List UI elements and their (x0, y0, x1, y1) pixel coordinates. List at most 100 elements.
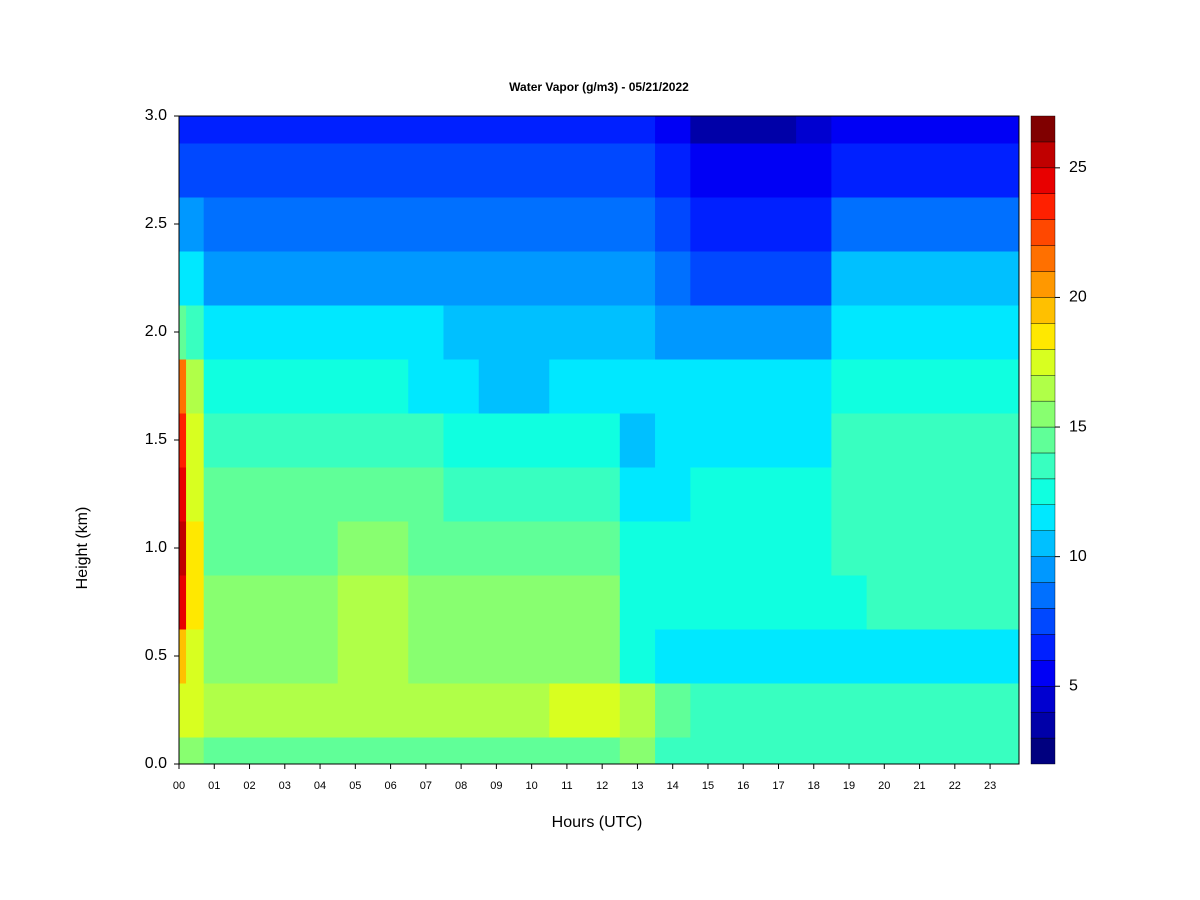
heat-cell (796, 737, 832, 765)
heat-cell (179, 143, 187, 198)
heat-cell (186, 197, 205, 252)
heat-cell (267, 575, 303, 630)
x-tick-label: 03 (279, 780, 291, 792)
heat-cell (584, 683, 621, 738)
heat-cell (267, 683, 303, 738)
heat-cell (186, 683, 205, 738)
heat-cell (584, 413, 621, 468)
x-axis-label: Hours (UTC) (552, 814, 643, 831)
heat-cell (901, 683, 938, 738)
y-tick-label: 0.0 (145, 755, 167, 772)
heat-cell (584, 359, 621, 414)
heat-cell (186, 305, 205, 360)
heat-cell (584, 467, 621, 522)
heat-cell (690, 467, 727, 522)
heat-cell (372, 251, 409, 306)
heat-cell (337, 251, 374, 306)
heat-cell (231, 116, 268, 144)
heat-cell (179, 521, 187, 576)
heat-cell (619, 467, 656, 522)
heat-cell (337, 521, 374, 576)
heat-cell (760, 251, 797, 306)
heat-cell (337, 683, 374, 738)
colorbar-band (1030, 582, 1056, 609)
heat-cell (408, 116, 444, 144)
heat-cell (337, 143, 374, 198)
heat-cell (584, 521, 621, 576)
heat-cell (443, 143, 480, 198)
heat-cell (514, 143, 550, 198)
heat-cell (796, 413, 832, 468)
heat-cell (267, 359, 303, 414)
heat-cell (866, 521, 903, 576)
heat-cell (796, 683, 832, 738)
heat-cell (337, 359, 374, 414)
colorbar-band (1030, 400, 1056, 428)
colorbar-band (1030, 686, 1056, 713)
heat-cell (901, 575, 938, 630)
heat-cell (725, 575, 762, 630)
heat-cell (901, 197, 938, 252)
heat-cell (584, 116, 621, 144)
heat-cell (203, 467, 233, 522)
x-tick-label: 12 (596, 780, 608, 792)
heat-cell (760, 737, 797, 765)
heat-cell (796, 197, 832, 252)
heat-cell (972, 143, 1020, 198)
heat-cell (901, 467, 938, 522)
heat-cell (186, 116, 205, 144)
heat-cell (972, 467, 1020, 522)
heat-cell (760, 359, 797, 414)
colorbar-band (1030, 634, 1056, 661)
heat-cell (478, 197, 515, 252)
heat-cell (478, 683, 515, 738)
heat-cell (690, 683, 727, 738)
heat-cell (186, 413, 205, 468)
heat-cell (972, 413, 1020, 468)
x-tick-label: 06 (384, 780, 396, 792)
heat-cell (796, 116, 832, 144)
heat-cell (690, 413, 727, 468)
heat-cell (937, 197, 973, 252)
heat-cell (655, 413, 691, 468)
heat-cell (203, 629, 233, 684)
heat-cell (549, 197, 586, 252)
heat-cell (337, 305, 374, 360)
heat-cell (443, 116, 480, 144)
heat-cell (619, 413, 656, 468)
heat-cell (619, 359, 656, 414)
heat-cell (584, 737, 621, 765)
heat-cell (408, 251, 444, 306)
heat-cell (337, 629, 374, 684)
heat-cell (655, 305, 691, 360)
heat-cell (186, 359, 205, 414)
heat-cell (584, 197, 621, 252)
x-tick-label: 17 (772, 780, 784, 792)
heat-cell (203, 413, 233, 468)
heat-cell (337, 575, 374, 630)
heatmap (179, 116, 1020, 765)
heat-cell (179, 467, 187, 522)
heat-cell (901, 521, 938, 576)
heat-cell (725, 467, 762, 522)
heat-cell (690, 737, 727, 765)
heat-cell (760, 305, 797, 360)
heat-cell (937, 575, 973, 630)
y-tick-label: 1.5 (145, 431, 167, 448)
x-tick-label: 13 (631, 780, 643, 792)
heat-cell (937, 467, 973, 522)
heat-cell (478, 359, 515, 414)
heat-cell (655, 521, 691, 576)
heat-cell (690, 197, 727, 252)
heat-cell (831, 683, 868, 738)
heat-cell (267, 251, 303, 306)
heat-cell (231, 683, 268, 738)
heat-cell (408, 197, 444, 252)
heat-cell (337, 197, 374, 252)
heat-cell (937, 413, 973, 468)
heat-cell (186, 467, 205, 522)
heat-cell (443, 251, 480, 306)
y-axis-label: Height (km) (74, 507, 91, 590)
heat-cell (972, 359, 1020, 414)
